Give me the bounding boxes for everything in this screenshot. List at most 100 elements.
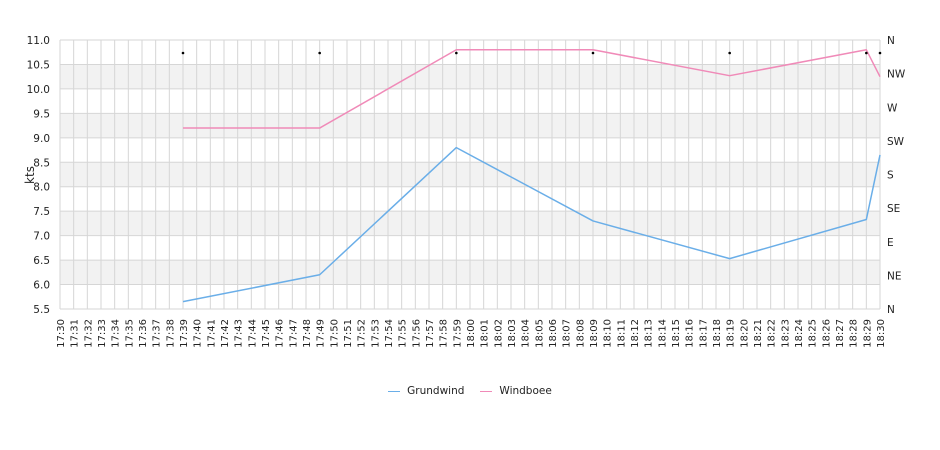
- y-tick-label: 6.5: [33, 255, 50, 267]
- x-tick-label: 18:17: [698, 319, 709, 348]
- x-tick-label: 17:45: [261, 319, 272, 348]
- x-tick-label: 18:07: [562, 319, 573, 348]
- x-tick-label: 18:04: [521, 319, 532, 348]
- x-tick-label: 17:41: [206, 319, 217, 348]
- x-tick-label: 18:24: [794, 319, 805, 348]
- vertical-gridlines: [59, 40, 881, 309]
- x-tick-label: 17:38: [165, 319, 176, 348]
- x-tick-label: 18:02: [493, 319, 504, 348]
- x-tick-label: 17:46: [275, 319, 286, 348]
- legend-item-windboee[interactable]: Windboee: [480, 385, 552, 397]
- x-tick-label: 17:52: [357, 319, 368, 348]
- y2-tick-label: N: [887, 35, 895, 47]
- x-tick-label: 17:50: [329, 319, 340, 348]
- x-tick-label: 17:32: [83, 319, 94, 348]
- legend: Grundwind Windboee: [0, 385, 940, 397]
- y-tick-label: 8.5: [33, 157, 50, 169]
- direction-markers: [181, 51, 882, 55]
- y-tick-label: 7.5: [33, 206, 50, 218]
- y2-tick-label: S: [887, 170, 894, 182]
- x-tick-label: 18:21: [753, 319, 764, 348]
- direction-marker: [591, 51, 595, 55]
- y-tick-label: 9.5: [33, 108, 50, 120]
- x-tick-label: 18:20: [739, 319, 750, 348]
- x-tick-label: 18:22: [767, 319, 778, 348]
- y-tick-label: 7.0: [33, 231, 50, 243]
- x-tick-label: 17:58: [439, 319, 450, 348]
- y-tick-label: 10.5: [27, 59, 50, 71]
- x-tick-label: 17:35: [124, 319, 135, 348]
- x-tick-label: 17:36: [138, 319, 149, 348]
- y2-tick-label: N: [887, 304, 895, 316]
- x-tick-label: 18:12: [630, 319, 641, 348]
- series-lines: [182, 49, 881, 303]
- x-tick-label: 18:10: [603, 319, 614, 348]
- y2-tick-label: SW: [887, 136, 905, 148]
- x-tick-label: 18:13: [644, 319, 655, 348]
- x-tick-label: 18:08: [575, 319, 586, 348]
- legend-swatch-grundwind: [388, 390, 401, 392]
- x-tick-label: 18:11: [616, 319, 627, 348]
- x-tick-label: 17:57: [425, 319, 436, 348]
- y2-tick-label: NE: [887, 270, 902, 282]
- x-tick-label: 17:30: [56, 319, 67, 348]
- x-tick-label: 17:42: [220, 319, 231, 348]
- y2-axis-ticks: N NE E SE S SW W NW N: [887, 35, 906, 316]
- direction-marker: [181, 51, 185, 55]
- x-tick-label: 17:44: [247, 319, 258, 348]
- x-tick-label: 17:43: [234, 319, 245, 348]
- x-tick-label: 17:51: [343, 319, 354, 348]
- y-tick-label: 11.0: [27, 35, 50, 47]
- y2-tick-label: W: [887, 102, 898, 114]
- direction-marker: [728, 51, 731, 55]
- x-tick-label: 17:37: [152, 319, 163, 348]
- x-tick-label: 18:18: [712, 319, 723, 348]
- series-line-windboee: [183, 49, 881, 129]
- y-tick-label: 10.0: [27, 84, 50, 96]
- x-tick-label: 18:00: [466, 319, 477, 348]
- x-tick-label: 18:09: [589, 319, 600, 348]
- x-tick-label: 17:53: [370, 319, 381, 348]
- x-tick-label: 17:54: [384, 319, 395, 348]
- x-tick-label: 18:29: [862, 319, 873, 348]
- y2-tick-label: NW: [887, 69, 906, 81]
- x-tick-label: 18:14: [657, 319, 668, 348]
- y-axis-label: kts: [23, 166, 37, 184]
- x-tick-label: 17:33: [97, 319, 108, 348]
- x-tick-label: 18:16: [685, 319, 696, 348]
- x-tick-label: 17:49: [316, 319, 327, 348]
- legend-label-grundwind: Grundwind: [407, 385, 465, 397]
- series-line-grundwind: [182, 146, 881, 303]
- x-tick-label: 18:25: [808, 319, 819, 348]
- x-tick-label: 18:01: [480, 319, 491, 348]
- x-tick-label: 18:26: [821, 319, 832, 348]
- direction-marker: [878, 51, 882, 55]
- x-tick-label: 18:28: [849, 319, 860, 348]
- x-tick-label: 17:55: [398, 319, 409, 348]
- legend-label-windboee: Windboee: [499, 385, 552, 397]
- direction-marker: [318, 51, 321, 55]
- x-tick-label: 18:30: [876, 319, 887, 348]
- x-axis-ticks: 17:30 17:31 17:32 17:33 17:34 17:35 17:36 17:37…: [56, 319, 887, 348]
- x-tick-label: 17:47: [288, 319, 299, 348]
- x-tick-label: 18:19: [726, 319, 737, 348]
- y-tick-label: 5.5: [33, 304, 50, 316]
- x-tick-label: 18:15: [671, 319, 682, 348]
- y-tick-label: 9.0: [33, 133, 50, 145]
- legend-swatch-windboee: [480, 390, 493, 392]
- x-tick-label: 17:31: [70, 319, 81, 348]
- x-tick-label: 18:06: [548, 319, 559, 348]
- x-tick-label: 17:40: [193, 319, 204, 348]
- y2-tick-label: SE: [887, 203, 900, 215]
- horizontal-gridlines: [60, 39, 880, 310]
- direction-marker: [455, 51, 458, 55]
- direction-marker: [865, 51, 868, 55]
- x-tick-label: 17:56: [411, 319, 422, 348]
- x-tick-label: 18:27: [835, 319, 846, 348]
- x-tick-label: 18:05: [534, 319, 545, 348]
- y-tick-label: 8.0: [33, 182, 50, 194]
- x-tick-label: 18:03: [507, 319, 518, 348]
- legend-item-grundwind[interactable]: Grundwind: [388, 385, 464, 397]
- y-axis-ticks: 5.5 6.0 6.5 7.0 7.5 8.0 8.5 9.0 9.5 10.0 10.5 11.0: [27, 35, 50, 316]
